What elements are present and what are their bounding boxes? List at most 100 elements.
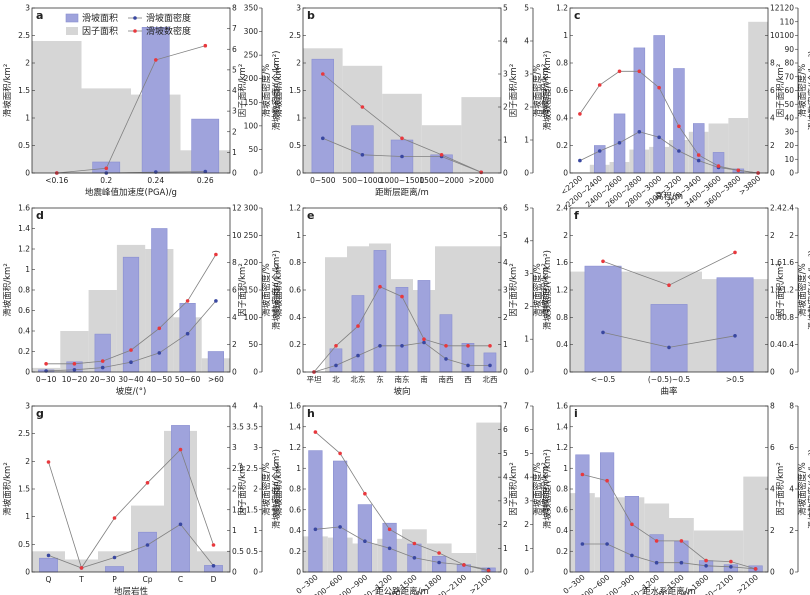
right-inner-axis-label: 滑坡数密度/(个/km²) [542, 449, 553, 529]
area-density-point [211, 564, 216, 568]
right-inner-tick-label: 1.5 [246, 505, 258, 514]
area-density-point [729, 565, 733, 569]
left-tick-label: 0 [25, 568, 30, 577]
count-density-point [677, 124, 681, 129]
right-inner-tick-label: 150 [244, 98, 259, 107]
right-outer-tick-label: 8 [770, 402, 775, 411]
count-density-point [145, 481, 150, 485]
area-density-point [360, 153, 365, 157]
area-density-point [437, 560, 441, 565]
landslide-area-bar [171, 425, 190, 573]
right-outer-tick-label: 5 [232, 65, 237, 74]
right-inner-axis-label: 滑坡数密度/(个/km²) [807, 51, 810, 131]
right-inner-tick-label: 300 [244, 204, 259, 213]
area-density-point [321, 136, 325, 141]
count-density-point [605, 478, 609, 483]
left-tick-label: 0 [296, 568, 301, 577]
factor-area-step [728, 118, 749, 173]
area-density-point [630, 553, 634, 558]
left-tick-label: 0.8 [556, 485, 568, 494]
right-outer-axis-label: 因子面积/km² [508, 462, 519, 515]
right-outer-tick-label: 10 [232, 231, 242, 240]
right-inner-tick-label: 2.4 [782, 204, 794, 213]
x-axis-label: 坡度/(°) [116, 386, 147, 397]
left-tick-label: 0.4 [289, 313, 301, 322]
left-tick-label: 1.2 [289, 443, 301, 452]
panel-letter: e [307, 209, 314, 222]
landslide-area-bar [373, 250, 387, 373]
count-density-point [630, 522, 634, 527]
right-inner-tick-label: 0.5 [246, 547, 258, 556]
left-axis-label: 滑坡面积/km² [540, 263, 551, 316]
x-tick-label: 0~10 [36, 375, 57, 384]
count-density-point [488, 344, 492, 348]
landslide-area-bar [624, 495, 639, 573]
right-inner-axis-label: 滑坡面密度/% [261, 64, 272, 117]
count-density-line [56, 45, 206, 174]
right-outer-tick-label: 4 [503, 37, 508, 46]
panel-e: 0 0.2 0.4 0.6 0.8 1 1.2 0 1 2 3 4 5 6 0 1 2 3 4 5 平坦 北 北东东 南东南 南… [273, 204, 553, 398]
x-axis-label: 距断层距离/m [375, 187, 429, 198]
area-density-point [46, 553, 51, 558]
left-axis-label: 滑坡面积/km² [273, 64, 284, 117]
x-axis-label: 坡向 [393, 386, 410, 397]
right-outer-tick-label: 1 [503, 544, 508, 553]
landslide-area-bar [575, 454, 590, 573]
right-inner-axis-label: 滑坡数密度/(个/km²) [807, 449, 810, 529]
x-tick-label: >60 [208, 375, 224, 384]
left-tick-label: 3 [25, 402, 30, 411]
right-outer-tick-label: 12 [770, 4, 780, 13]
right-outer-tick-label: 3 [503, 496, 508, 505]
right-outer-tick-label: 1 [503, 136, 508, 145]
right-inner-tick-label: 2.5 [246, 464, 258, 473]
right-outer-tick-label: 8 [232, 258, 237, 267]
right-inner-tick-label: 2 [789, 231, 794, 240]
right-outer-tick-label: 2 [503, 103, 508, 112]
factor-area-step [65, 559, 98, 572]
x-tick-label: <0.16 [45, 176, 68, 185]
x-tick-label: 北 [332, 375, 340, 384]
legend-label-area: 滑坡面积 [82, 12, 118, 24]
right-outer-tick-label: 1.2 [770, 286, 782, 295]
right-inner-tick-label: 100 [780, 31, 795, 40]
right-inner-axis-label: 滑坡数密度/(个/km²) [271, 51, 282, 131]
area-density-point [363, 539, 367, 543]
count-density-point [580, 472, 585, 477]
right-inner-tick-label: 0 [524, 169, 529, 178]
right-inner-tick-label: 1.2 [782, 286, 794, 295]
right-inner-tick-label: 0 [253, 568, 258, 577]
x-tick-label: 平坦 [307, 375, 322, 384]
count-density-point [334, 344, 338, 348]
left-axis-label: 滑坡面积/km² [540, 462, 551, 515]
factor-area-step [325, 257, 347, 372]
area-density-point [422, 340, 426, 345]
left-tick-label: 1.2 [289, 204, 301, 213]
count-density-point [178, 447, 183, 452]
landslide-area-bar [332, 460, 348, 573]
right-inner-axis-label: 滑坡面密度/% [532, 64, 543, 117]
left-tick-label: 0 [563, 169, 568, 178]
area-density-line [579, 131, 759, 174]
right-inner-tick-label: 3 [524, 70, 529, 79]
x-tick-label: >2100 [735, 572, 760, 595]
legend-label-factor: 因子面积 [82, 25, 118, 37]
right-inner-tick-label: 3.5 [246, 422, 258, 431]
count-density-point [112, 516, 117, 520]
right-outer-tick-label: 2.5 [232, 464, 244, 473]
left-tick-label: 1.4 [556, 422, 568, 431]
landslide-area-bar [674, 540, 689, 573]
landslide-area-bar [138, 531, 157, 573]
right-outer-tick-label: 0.4 [770, 340, 782, 349]
right-inner-tick-label: 30 [784, 127, 794, 136]
area-density-point [444, 357, 448, 361]
left-tick-label: 1.6 [556, 258, 568, 267]
count-density-point [46, 460, 51, 464]
factor-area-step [476, 422, 502, 572]
count-density-point [439, 153, 444, 157]
x-tick-label: 北西 [483, 375, 498, 384]
landslide-area-bar [191, 118, 220, 174]
x-tick-label: Cp [143, 575, 153, 584]
right-inner-tick-label: 2 [524, 103, 529, 112]
left-tick-label: 1.2 [556, 443, 568, 452]
